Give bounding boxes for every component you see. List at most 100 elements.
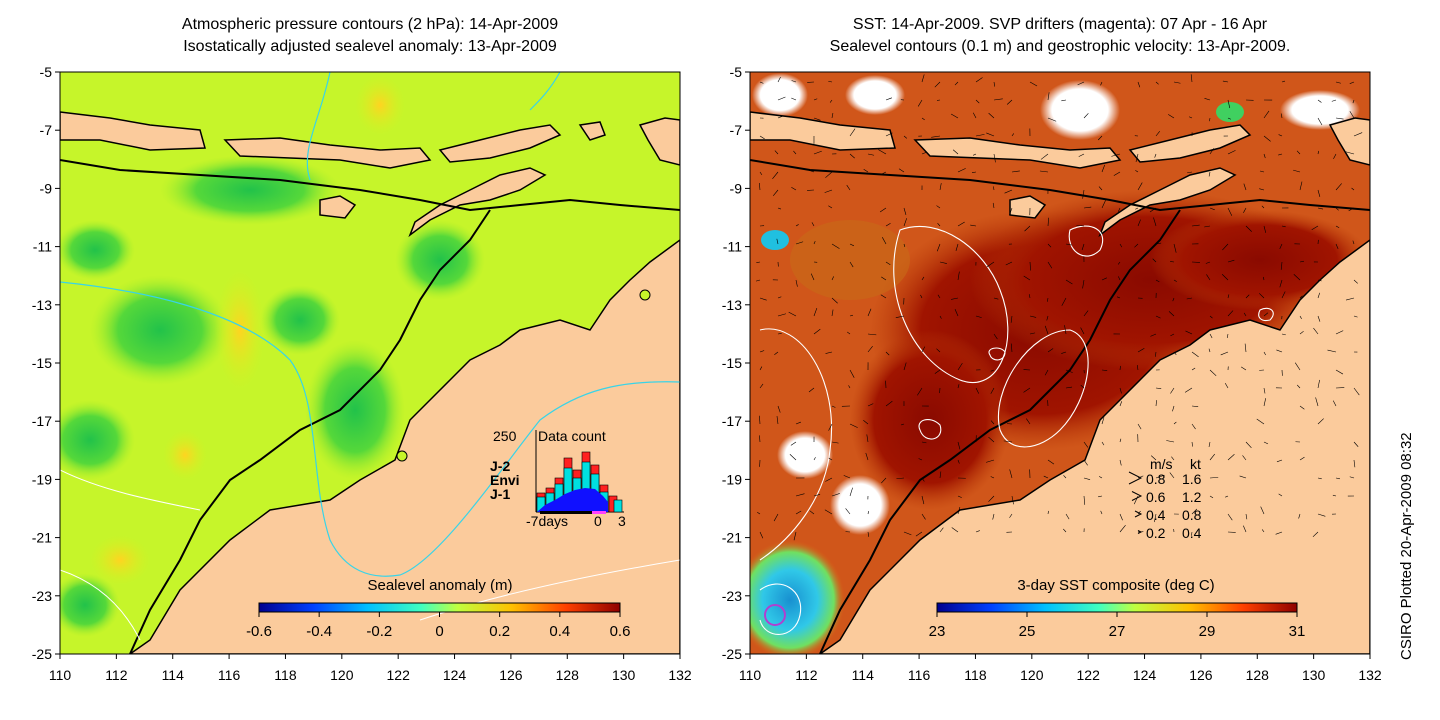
- inset-x-label-end: 3: [618, 513, 626, 529]
- y-tick-label: -13: [722, 297, 742, 313]
- velocity-legend: m/s kt 0.8 1.6 0.6 1.2 0.4 0.8 0.2 0.4: [1128, 456, 1202, 541]
- x-tick-label: 132: [668, 667, 692, 683]
- y-tick-label: -25: [722, 646, 742, 662]
- inset-x-label-zero: 0: [594, 513, 602, 529]
- y-tick-label: -5: [730, 64, 743, 80]
- x-tick-label: 120: [330, 667, 354, 683]
- right-colorbar-label: 3-day SST composite (deg C): [1017, 577, 1214, 594]
- left-colorbar-label: Sealevel anomaly (m): [367, 577, 512, 594]
- velocity-legend-kt: 0.4: [1182, 525, 1202, 541]
- x-tick-label: 122: [1077, 667, 1101, 683]
- left-map-x-ticks: 110 112 114 116 118 120 122 124 126 128 130 132: [49, 654, 692, 683]
- y-tick-label: -23: [722, 588, 742, 604]
- x-tick-label: 118: [964, 667, 987, 683]
- colorbar-tick-label: 0.6: [610, 623, 631, 640]
- colorbar-tick-label: 31: [1289, 623, 1306, 640]
- inset-bars: [536, 451, 623, 514]
- velocity-legend-kt-header: kt: [1190, 456, 1201, 472]
- inset-x-label-start: -7days: [526, 513, 568, 529]
- x-tick-label: 124: [443, 667, 467, 683]
- colorbar-tick-label: 27: [1109, 623, 1126, 640]
- right-map-title-line2: Sealevel contours (0.1 m) and geostrophi…: [829, 38, 1291, 55]
- colorbar-tick-label: -0.4: [306, 623, 332, 640]
- y-tick-label: -5: [40, 64, 53, 80]
- x-tick-label: 130: [1302, 667, 1326, 683]
- left-colorbar-ticks: -0.6 -0.4 -0.2 0 0.2 0.4 0.6: [246, 612, 630, 640]
- velocity-legend-ms: 0.8: [1146, 471, 1166, 487]
- y-tick-label: -11: [33, 239, 52, 255]
- y-tick-label: -17: [722, 413, 742, 429]
- left-map-title: Atmospheric pressure contours (2 hPa): 1…: [60, 14, 680, 58]
- x-tick-label: 122: [387, 667, 411, 683]
- velocity-legend-ms-header: m/s: [1150, 456, 1173, 472]
- x-tick-label: 116: [908, 667, 931, 683]
- velocity-legend-kt: 1.6: [1182, 471, 1202, 487]
- velocity-legend-arrow: [1131, 491, 1143, 501]
- inset-title: Data count: [538, 428, 606, 444]
- legend-j2: J-2: [490, 458, 510, 474]
- y-tick-label: -17: [32, 413, 52, 429]
- x-tick-label: 128: [556, 667, 580, 683]
- plot-credit: CSIRO Plotted 20-Apr-2009 08:32: [1398, 432, 1415, 660]
- right-colorbar-gradient: [936, 602, 1298, 613]
- colorbar-tick-label: 29: [1199, 623, 1216, 640]
- velocity-legend-ms: 0.2: [1146, 525, 1166, 541]
- y-tick-label: -7: [730, 122, 743, 138]
- right-colorbar-ticks: 23 25 27 29 31: [929, 612, 1306, 640]
- x-tick-label: 116: [218, 667, 241, 683]
- inset-ymax-label: 250: [493, 428, 517, 444]
- x-tick-label: 114: [162, 667, 185, 683]
- velocity-legend-arrow: [1137, 530, 1143, 534]
- colorbar-tick-label: -0.6: [246, 623, 272, 640]
- left-colorbar: Sealevel anomaly (m) -0.6 -0.4 -0.2 0 0.2 0.4…: [246, 577, 630, 640]
- legend-envi: Envi: [490, 472, 520, 488]
- colorbar-tick-label: 23: [929, 623, 946, 640]
- velocity-legend-ms: 0.4: [1146, 507, 1166, 523]
- velocity-legend-ms: 0.6: [1146, 489, 1166, 505]
- velocity-legend-kt: 0.8: [1182, 507, 1202, 523]
- right-map-y-ticks: -5 -7 -9 -11 -13 -15 -17 -19 -21 -23 -25: [722, 64, 750, 662]
- x-tick-label: 126: [1189, 667, 1213, 683]
- x-tick-label: 110: [739, 667, 762, 683]
- left-map-title-line1: Atmospheric pressure contours (2 hPa): 1…: [181, 16, 559, 33]
- y-tick-label: -9: [730, 180, 743, 196]
- x-tick-label: 120: [1020, 667, 1044, 683]
- y-tick-label: -7: [40, 122, 53, 138]
- x-tick-label: 110: [49, 667, 72, 683]
- right-map-title-line1: SST: 14-Apr-2009. SVP drifters (magenta)…: [852, 16, 1268, 33]
- y-tick-label: -21: [32, 530, 52, 546]
- data-count-inset: 250 Data count -7days: [490, 428, 626, 529]
- legend-j1: J-1: [490, 486, 510, 502]
- x-tick-label: 128: [1246, 667, 1270, 683]
- y-tick-label: -19: [722, 471, 742, 487]
- colorbar-tick-label: 0: [435, 623, 443, 640]
- x-tick-label: 114: [852, 667, 875, 683]
- y-tick-label: -13: [32, 297, 52, 313]
- y-tick-label: -15: [32, 355, 52, 371]
- right-map-field: [750, 72, 1370, 654]
- velocity-legend-kt: 1.2: [1182, 489, 1202, 505]
- x-tick-label: 112: [795, 667, 818, 683]
- y-tick-label: -9: [40, 180, 53, 196]
- left-map-field: [60, 72, 680, 654]
- x-tick-label: 132: [1358, 667, 1382, 683]
- y-tick-label: -21: [722, 530, 742, 546]
- velocity-legend-arrow: [1134, 510, 1143, 518]
- left-map-y-ticks: -5 -7 -9 -11 -13 -15 -17 -19 -21 -23 -25: [32, 64, 60, 662]
- colorbar-tick-label: 0.4: [549, 623, 570, 640]
- colorbar-tick-label: 0.2: [489, 623, 510, 640]
- velocity-legend-arrow: [1128, 471, 1143, 485]
- x-tick-label: 112: [105, 667, 128, 683]
- right-map-title: SST: 14-Apr-2009. SVP drifters (magenta)…: [750, 14, 1370, 58]
- y-tick-label: -15: [722, 355, 742, 371]
- geostrophic-velocity-arrows: [755, 74, 1363, 541]
- velocity-legend-rows: 0.8 1.6 0.6 1.2 0.4 0.8 0.2 0.4: [1128, 471, 1202, 541]
- left-colorbar-gradient: [258, 602, 621, 613]
- y-tick-label: -25: [32, 646, 52, 662]
- x-tick-label: 124: [1133, 667, 1157, 683]
- y-tick-label: -23: [32, 588, 52, 604]
- colorbar-tick-label: 25: [1019, 623, 1036, 640]
- x-tick-label: 118: [274, 667, 297, 683]
- left-map-title-line2: Isostatically adjusted sealevel anomaly:…: [183, 38, 557, 55]
